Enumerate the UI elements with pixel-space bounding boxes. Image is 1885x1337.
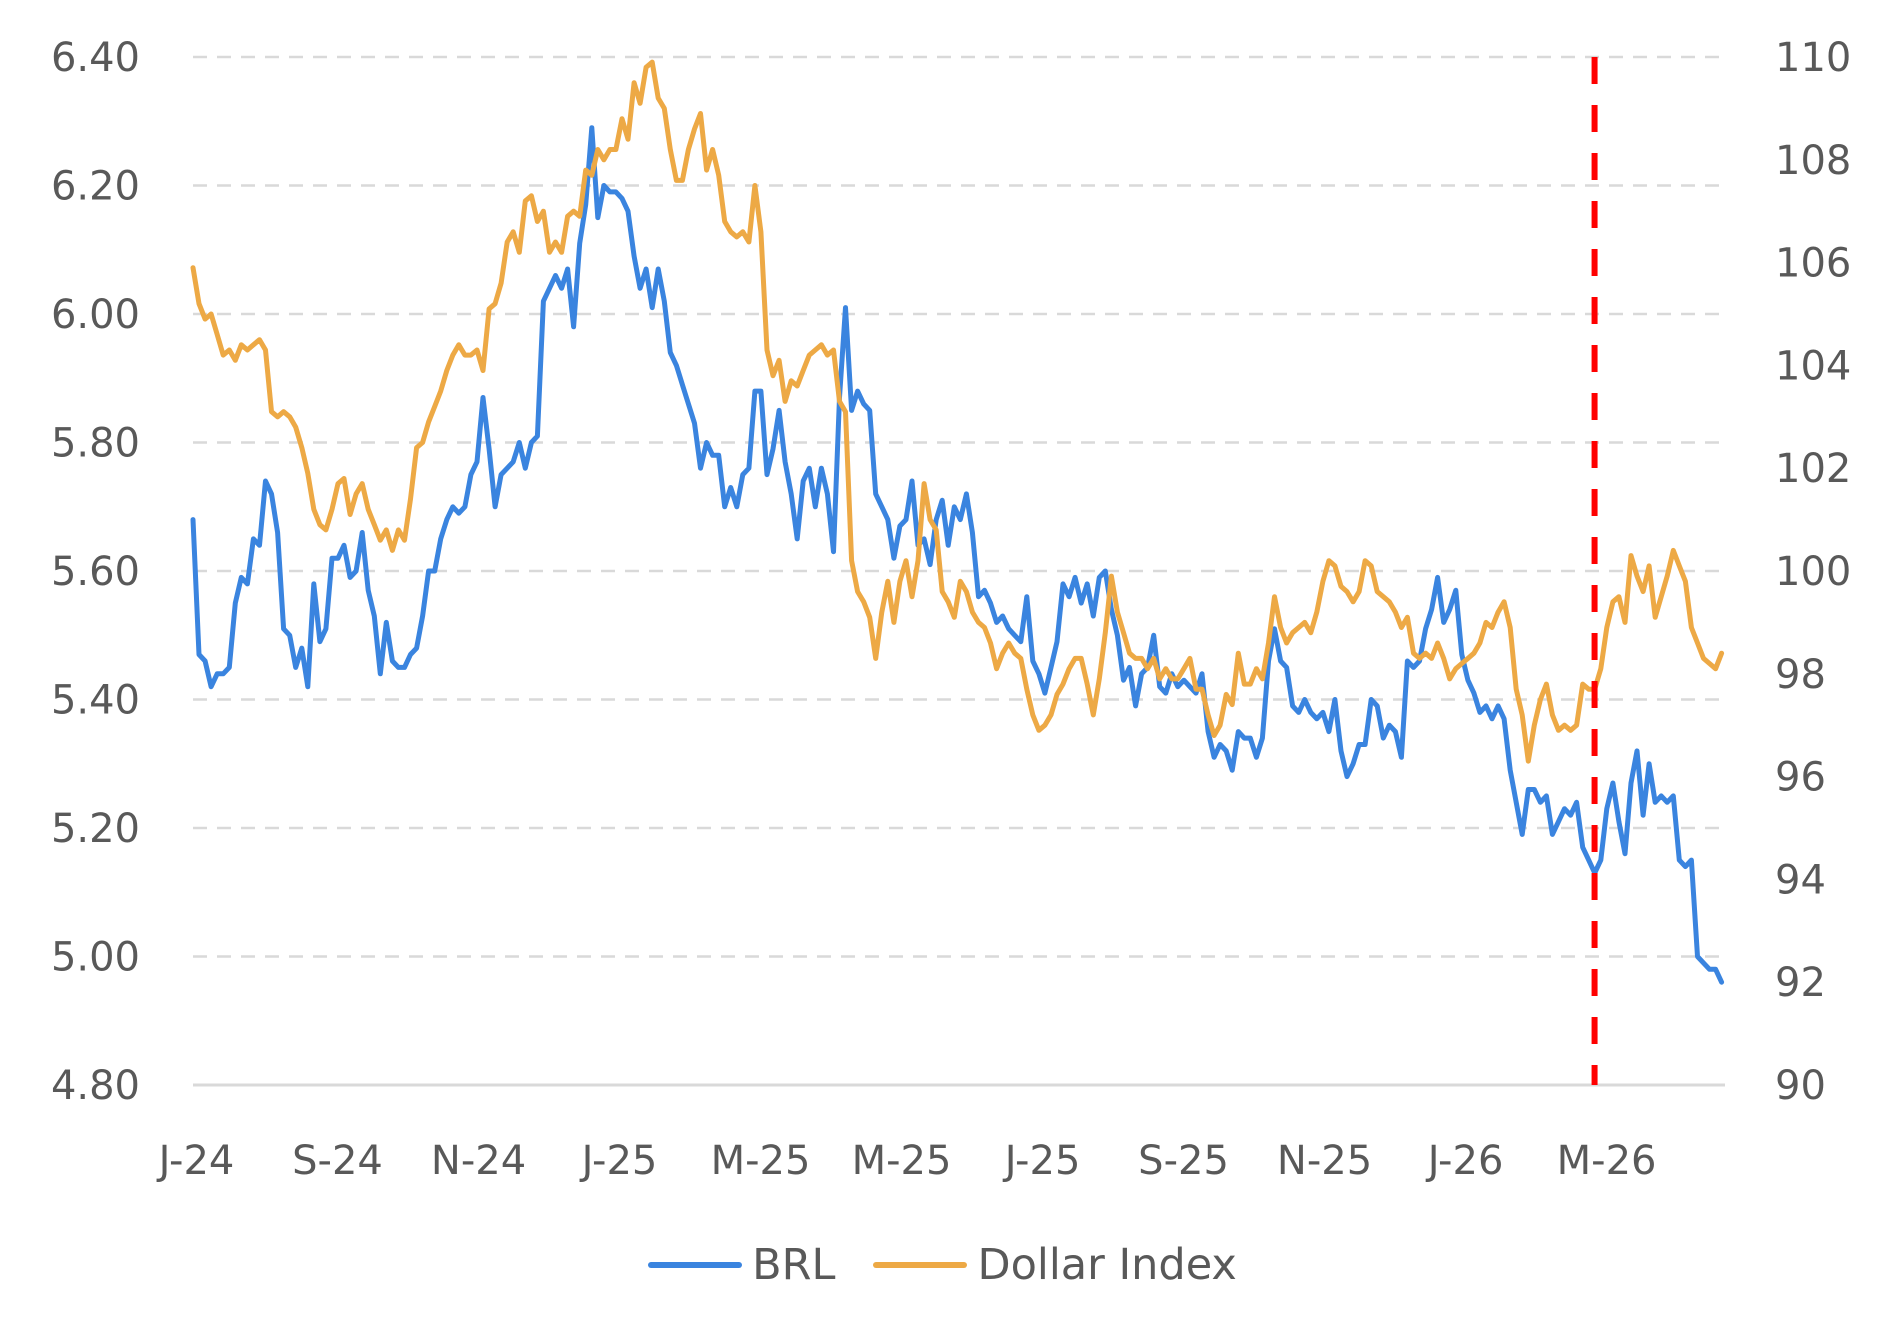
x-axis-tick-label: S-24 — [292, 1138, 383, 1184]
right-axis-tick-label: 100 — [1775, 549, 1851, 595]
right-axis-tick-label: 90 — [1775, 1063, 1826, 1109]
right-axis-tick-label: 96 — [1775, 755, 1826, 801]
legend-swatch-dollar-index — [873, 1262, 968, 1268]
x-axis-tick-label: M-25 — [852, 1138, 952, 1184]
x-axis-tick-label: J-25 — [1002, 1138, 1081, 1184]
left-axis-tick-label: 4.80 — [51, 1063, 140, 1109]
left-axis-tick-label: 5.80 — [51, 421, 140, 467]
legend: BRL Dollar Index — [0, 1240, 1885, 1290]
legend-label-brl: BRL — [752, 1240, 836, 1290]
dual-axis-line-chart: 4.805.005.205.405.605.806.006.206.40 909… — [51, 35, 1851, 1184]
right-axis-tick-label: 106 — [1775, 241, 1851, 287]
x-axis-ticks: J-24 S-24 N-24 J-25 M-25 M-25 J-25 S-25 N-25 J-26… — [156, 1138, 1657, 1184]
x-axis-tick-label: N-24 — [431, 1138, 526, 1184]
series-line-dollar-index — [190, 59, 1725, 764]
series-line-brl — [190, 125, 1725, 985]
x-axis-tick-label: J-24 — [156, 1138, 235, 1184]
left-axis-ticks: 4.80 5.00 5.20 5.40 5.60 5.80 6.00 6.20 6.40 — [51, 35, 140, 1109]
x-axis-tick-label: S-25 — [1138, 1138, 1229, 1184]
x-axis-tick-label: M-25 — [711, 1138, 811, 1184]
left-axis-tick-label: 5.40 — [51, 678, 140, 724]
x-axis-tick-label: J-26 — [1425, 1138, 1504, 1184]
left-axis-tick-label: 6.20 — [51, 164, 140, 210]
right-axis-tick-label: 92 — [1775, 960, 1826, 1006]
x-axis-tick-label: J-25 — [579, 1138, 658, 1184]
x-axis-tick-label: N-25 — [1277, 1138, 1372, 1184]
right-axis-tick-label: 94 — [1775, 857, 1826, 903]
right-axis-tick-label: 102 — [1775, 446, 1851, 492]
right-axis-tick-label: 98 — [1775, 652, 1826, 698]
gridlines — [193, 55, 1725, 1087]
right-axis-tick-label: 108 — [1775, 138, 1851, 184]
series-lines — [190, 59, 1725, 985]
legend-label-dollar-index: Dollar Index — [977, 1240, 1237, 1290]
left-axis-tick-label: 6.40 — [51, 35, 140, 81]
left-axis-tick-label: 5.00 — [51, 935, 140, 981]
right-axis-tick-label: 104 — [1775, 343, 1851, 389]
left-axis-tick-label: 5.20 — [51, 806, 140, 852]
legend-swatch-brl — [648, 1262, 743, 1268]
left-axis-tick-label: 5.60 — [51, 549, 140, 595]
right-axis-tick-label: 110 — [1775, 35, 1851, 81]
x-axis-tick-label: M-26 — [1557, 1138, 1657, 1184]
right-axis-ticks: 90 92 94 96 98 100 102 104 106 108 110 — [1775, 35, 1851, 1109]
left-axis-tick-label: 6.00 — [51, 292, 140, 338]
legend-item-brl[interactable]: BRL — [648, 1240, 835, 1290]
legend-item-dollar-index[interactable]: Dollar Index — [873, 1240, 1237, 1290]
